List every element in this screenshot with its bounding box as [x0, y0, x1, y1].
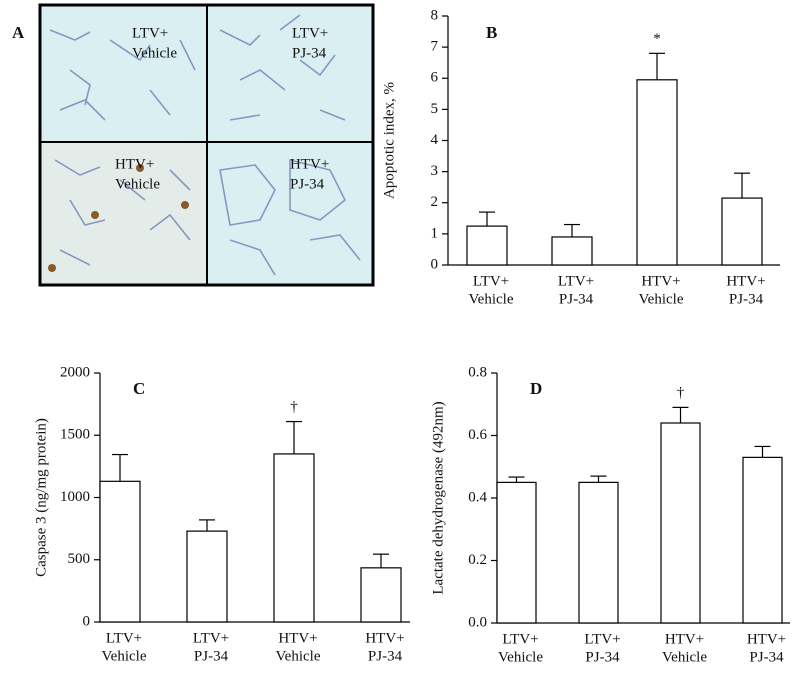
x-tick-label: Vehicle	[498, 649, 543, 665]
y-tick-label: 1500	[60, 427, 90, 443]
stained-cell	[136, 164, 144, 172]
stained-cell	[181, 201, 189, 209]
bar	[721, 197, 763, 266]
panel-letter: B	[486, 23, 497, 42]
micrograph-background	[40, 142, 207, 285]
y-tick-label: 0.6	[468, 427, 487, 443]
stained-cell	[48, 264, 56, 272]
bar	[360, 567, 402, 623]
x-tick-label: LTV+	[193, 630, 229, 646]
bar	[496, 481, 537, 624]
x-tick-label: LTV+	[106, 630, 142, 646]
y-tick-label: 1000	[60, 489, 90, 505]
y-axis-label: Lactate dehydrogenase (492nm)	[430, 401, 446, 594]
bar	[578, 481, 619, 624]
x-tick-label: HTV+	[665, 631, 704, 647]
y-tick-label: 1	[431, 225, 439, 241]
panel-letter: A	[12, 23, 25, 42]
panel-letter: D	[530, 379, 542, 398]
micrograph-caption: HTV+	[290, 156, 329, 172]
y-axis-label: Apoptotic index, %	[381, 82, 397, 199]
micrograph-caption: Vehicle	[115, 176, 160, 192]
tissue-texture	[219, 14, 346, 121]
y-tick-label: 0	[83, 613, 91, 629]
x-tick-label: Vehicle	[469, 291, 514, 307]
x-tick-label: LTV+	[558, 273, 594, 289]
y-tick-label: 0.2	[468, 552, 487, 568]
y-axis-label: Caspase 3 (ng/mg protein)	[33, 418, 49, 577]
y-tick-label: 0	[431, 256, 439, 272]
y-tick-label: 3	[431, 163, 439, 179]
x-tick-label: PJ-34	[729, 291, 764, 307]
micrograph-caption: LTV+	[132, 25, 168, 41]
bar	[660, 422, 701, 624]
x-tick-label: HTV+	[747, 631, 786, 647]
x-tick-label: PJ-34	[368, 648, 403, 664]
bar	[273, 453, 315, 623]
x-tick-label: Vehicle	[662, 649, 707, 665]
tissue-texture	[49, 29, 196, 121]
y-tick-label: 6	[431, 70, 439, 86]
stained-cell	[91, 211, 99, 219]
significance-mark: †	[677, 385, 685, 401]
significance-mark: †	[290, 399, 298, 415]
y-tick-label: 2	[431, 194, 439, 210]
y-tick-label: 2000	[60, 364, 90, 380]
x-tick-label: LTV+	[584, 631, 620, 647]
y-tick-label: 7	[431, 39, 439, 55]
x-tick-label: PJ-34	[559, 291, 594, 307]
bar	[636, 79, 678, 266]
micrograph-caption: PJ-34	[290, 176, 325, 192]
y-tick-label: 500	[68, 551, 91, 567]
micrograph-caption: Vehicle	[132, 45, 177, 61]
micrograph-caption: LTV+	[292, 25, 328, 41]
x-tick-label: HTV+	[365, 630, 404, 646]
x-tick-label: HTV+	[726, 273, 765, 289]
bar	[99, 480, 141, 623]
micrograph-caption: PJ-34	[292, 45, 327, 61]
x-tick-label: Vehicle	[102, 648, 147, 664]
panel-letter: C	[133, 379, 145, 398]
x-tick-label: LTV+	[502, 631, 538, 647]
y-tick-label: 0.0	[468, 614, 487, 630]
x-tick-label: PJ-34	[749, 649, 784, 665]
y-tick-label: 8	[431, 7, 439, 23]
micrograph-caption: HTV+	[115, 156, 154, 172]
bar	[186, 530, 228, 623]
x-tick-label: Vehicle	[639, 291, 684, 307]
y-tick-label: 0.8	[468, 364, 487, 380]
x-tick-label: HTV+	[278, 630, 317, 646]
y-tick-label: 0.4	[468, 489, 487, 505]
tissue-texture	[219, 158, 361, 276]
x-tick-label: LTV+	[473, 273, 509, 289]
bar	[551, 236, 593, 266]
significance-mark: *	[653, 31, 661, 47]
x-tick-label: Vehicle	[276, 648, 321, 664]
tissue-texture	[54, 159, 191, 266]
x-tick-label: PJ-34	[194, 648, 229, 664]
y-tick-label: 4	[431, 132, 439, 148]
x-tick-label: PJ-34	[585, 649, 620, 665]
micrograph-panel: A LTV+ Vehicle LTV+ PJ-34 HTV+ Vehicle H…	[12, 3, 375, 287]
x-tick-label: HTV+	[641, 273, 680, 289]
bar	[466, 225, 508, 266]
bar	[742, 456, 783, 624]
y-tick-label: 5	[431, 101, 439, 117]
